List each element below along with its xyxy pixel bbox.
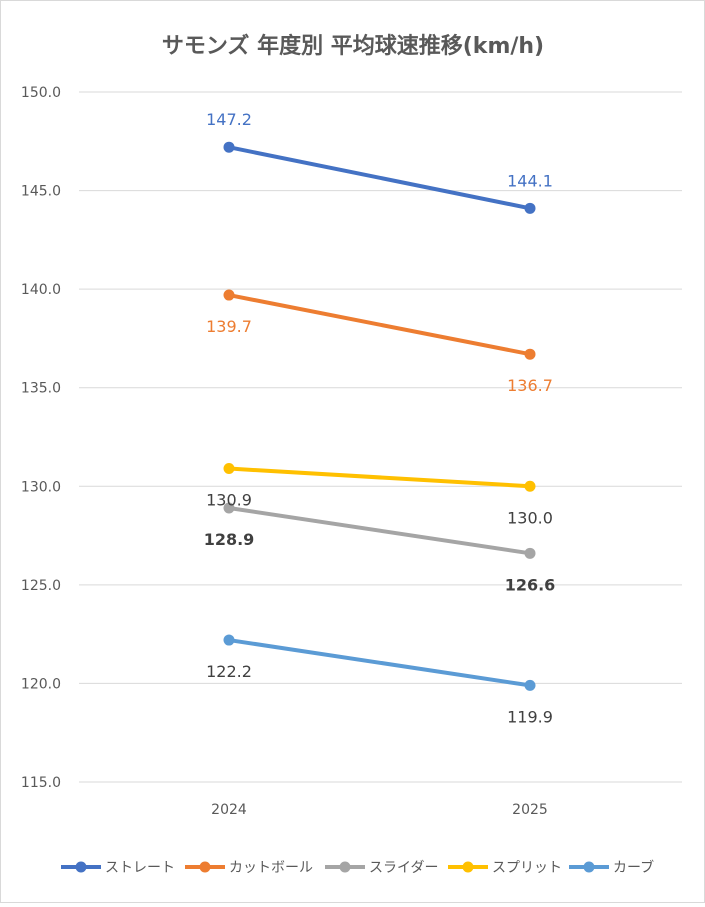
data-label: 122.2 [206,662,252,681]
series-line [227,145,532,211]
legend-marker [583,861,595,873]
legend-label: カーブ [613,859,654,876]
legend-label: スプリット [492,860,562,876]
legend-label: ストレート [105,860,175,876]
series-line [227,638,532,688]
data-label: 147.2 [206,110,252,129]
data-point [524,547,536,559]
chart-title: サモンズ 年度別 平均球速推移(km/h) [162,33,544,59]
legend-marker [462,861,474,873]
x-tick-label: 2025 [512,802,548,818]
data-point [524,202,536,214]
gridlines [79,91,682,783]
y-tick-label: 135.0 [21,381,61,397]
data-point [223,634,235,646]
y-tick-label: 150.0 [21,85,61,101]
x-tick-label: 2024 [211,802,247,818]
series-line [227,505,532,556]
data-label: 126.6 [505,575,556,594]
series-line [227,293,532,357]
legend: ストレート カットボール スライダー スプリット カーブ [61,859,654,876]
y-tick-label: 120.0 [21,676,61,692]
data-point [223,289,235,301]
legend-label: カットボール [229,860,313,876]
data-point [524,679,536,691]
data-point [223,141,235,153]
y-tick-label: 125.0 [21,578,61,594]
data-label: 139.7 [206,317,252,336]
data-label: 144.1 [507,171,553,190]
data-label: 119.9 [507,707,553,726]
y-tick-label: 145.0 [21,184,61,200]
data-label: 130.0 [507,508,553,527]
data-point [223,463,235,475]
data-label: 130.9 [206,491,252,510]
legend-marker [339,861,351,873]
data-point [223,502,235,514]
series-lines [223,141,536,691]
data-point [524,348,536,360]
data-label: 128.9 [204,530,255,549]
data-labels: 147.2 144.1 139.7 136.7 128.9 126.6 130.9 130.0… [204,110,556,726]
y-tick-label: 130.0 [21,479,61,495]
y-tick-label: 140.0 [21,282,61,298]
data-label: 136.7 [507,376,553,395]
x-axis-ticks: 2024 2025 [211,802,548,818]
y-axis-ticks: 115.0 120.0 125.0 130.0 135.0 140.0 145.0 150.0 [21,85,61,791]
data-point [524,480,536,492]
legend-marker [75,861,87,873]
legend-label: スライダー [369,860,438,876]
legend-marker [199,861,211,873]
y-tick-label: 115.0 [21,775,61,791]
series-line [227,466,532,489]
